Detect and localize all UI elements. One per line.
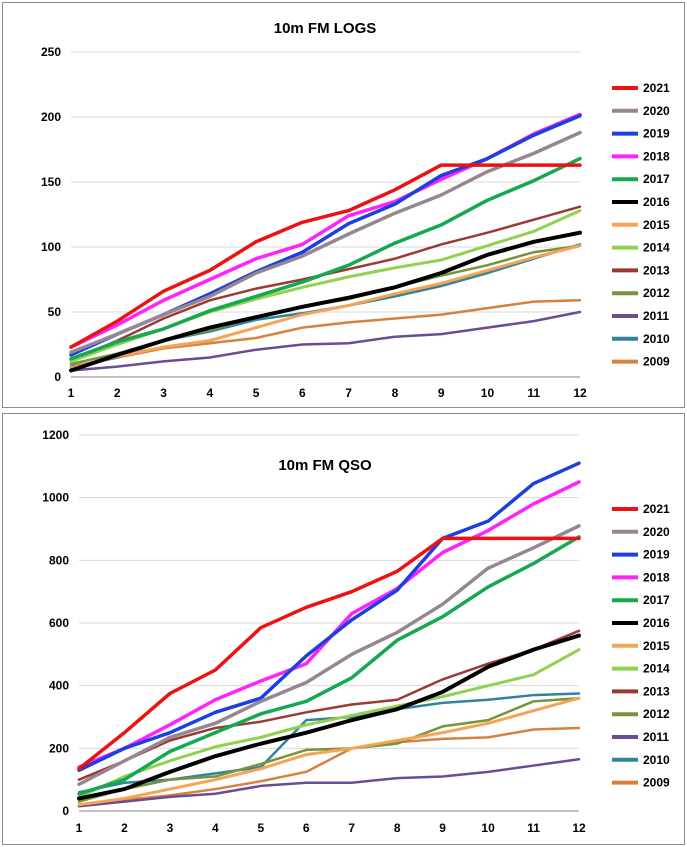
x-tick-label: 12	[572, 821, 586, 835]
y-tick-label: 150	[41, 175, 61, 189]
y-tick-label: 1200	[42, 428, 69, 442]
legend-label: 2021	[643, 81, 670, 95]
x-tick-label: 7	[348, 821, 355, 835]
legend-label: 2011	[643, 730, 669, 744]
x-tick-label: 5	[253, 386, 260, 400]
series-line-2016	[77, 633, 581, 801]
series-line-2016	[69, 230, 582, 373]
legend-label: 2010	[643, 753, 670, 767]
series-line-2021	[77, 536, 581, 771]
legend-label: 2012	[643, 707, 670, 721]
series-line-2020	[77, 524, 581, 787]
series-line-2014	[69, 209, 582, 363]
series-line-2017	[69, 156, 582, 361]
legend-label: 2013	[643, 684, 670, 698]
x-tick-label: 2	[121, 821, 128, 835]
x-tick-label: 3	[167, 821, 174, 835]
series-line-2015	[69, 244, 582, 370]
y-tick-label: 200	[41, 110, 61, 124]
y-tick-label: 0	[62, 804, 69, 818]
legend-label: 2015	[643, 639, 670, 653]
legend-label: 2013	[643, 263, 670, 277]
x-tick-label: 10	[481, 821, 495, 835]
y-tick-label: 400	[49, 679, 69, 693]
legend-label: 2016	[643, 195, 670, 209]
x-tick-label: 4	[206, 386, 213, 400]
series-line-2014	[77, 648, 581, 799]
y-tick-label: 100	[41, 240, 61, 254]
y-tick-label: 1000	[42, 491, 69, 505]
chart-title: 10m FM QSO	[278, 457, 372, 474]
series-line-2017	[77, 535, 581, 796]
x-tick-label: 4	[212, 821, 219, 835]
y-tick-label: 600	[49, 616, 69, 630]
legend-label: 2017	[643, 172, 670, 186]
x-tick-label: 7	[345, 386, 352, 400]
series-line-2020	[69, 130, 582, 355]
series-line-2009	[77, 726, 581, 806]
legend-label: 2017	[643, 593, 670, 607]
x-tick-label: 1	[76, 821, 83, 835]
x-tick-label: 2	[114, 386, 121, 400]
y-tick-label: 800	[49, 553, 69, 567]
legend-label: 2016	[643, 616, 670, 630]
legend-label: 2021	[643, 502, 670, 516]
legend-label: 2009	[643, 776, 670, 790]
legend-label: 2010	[643, 332, 670, 346]
legend-label: 2014	[643, 662, 670, 676]
legend-label: 2009	[643, 355, 670, 369]
x-tick-label: 6	[303, 821, 310, 835]
x-tick-label: 9	[439, 821, 446, 835]
x-tick-label: 5	[257, 821, 264, 835]
legend-label: 2019	[643, 127, 670, 141]
x-tick-label: 8	[392, 386, 399, 400]
legend-label: 2018	[643, 570, 670, 584]
series-line-2011	[77, 758, 581, 808]
series-line-2011	[69, 310, 582, 372]
series-line-2021	[69, 163, 582, 349]
x-tick-label: 1	[68, 386, 75, 400]
y-tick-label: 0	[54, 370, 61, 384]
series-line-2012	[77, 696, 581, 803]
x-tick-label: 11	[527, 821, 540, 835]
series-line-2019	[69, 113, 582, 357]
x-tick-label: 6	[299, 386, 306, 400]
legend-label: 2020	[643, 525, 670, 539]
chart-title: 10m FM LOGS	[274, 20, 377, 37]
y-tick-label: 250	[41, 45, 61, 59]
x-tick-label: 11	[527, 386, 540, 400]
x-tick-label: 9	[438, 386, 445, 400]
series-line-2013	[77, 629, 581, 781]
legend-label: 2018	[643, 149, 670, 163]
x-tick-label: 8	[394, 821, 401, 835]
chart-panel-qso: 10m FM QSO 0 200 400 600 800 1000 1200 1 2 3 4 5 6 7 8 9…	[2, 413, 685, 845]
series-line-2015	[77, 696, 581, 807]
x-tick-label: 3	[160, 386, 167, 400]
legend-label: 2019	[643, 548, 670, 562]
chart-panel-logs: 10m FM LOGS 0 50 100 150 200 250 1 2 3 4 5 6 7 8 9 10 11 1…	[2, 2, 685, 408]
y-tick-label: 200	[49, 741, 69, 755]
legend-label: 2015	[643, 218, 670, 232]
x-tick-label: 12	[573, 386, 587, 400]
legend-label: 2012	[643, 286, 670, 300]
series-line-2019	[77, 461, 581, 773]
legend-label: 2011	[643, 309, 669, 323]
legend-label: 2014	[643, 241, 670, 255]
y-tick-label: 50	[48, 305, 62, 319]
legend-label: 2020	[643, 104, 670, 118]
x-tick-label: 10	[481, 386, 495, 400]
